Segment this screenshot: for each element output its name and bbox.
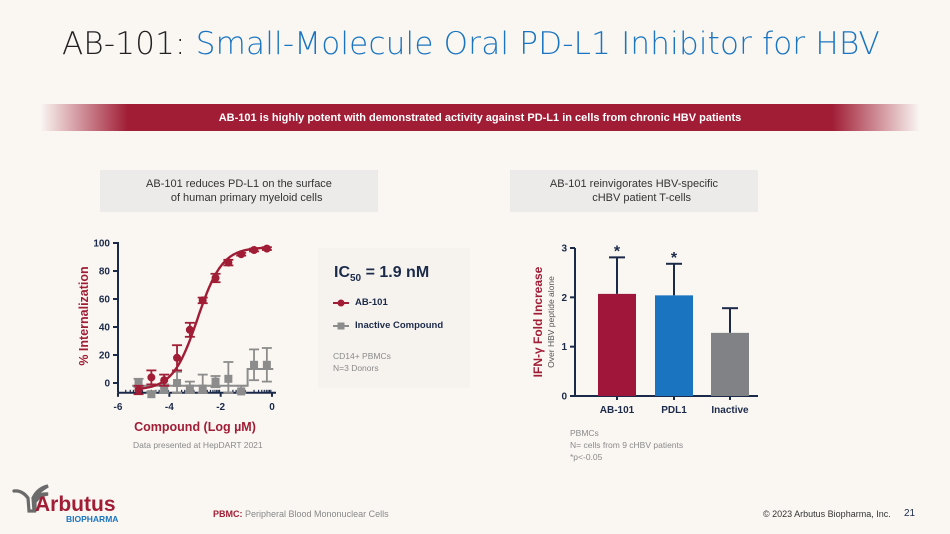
right-panel-heading-text: AB-101 reinvigorates HBV-specific cHBV p… (549, 178, 719, 204)
inactive-point (250, 360, 259, 369)
bar-pdl1 (655, 295, 693, 396)
inactive-point (198, 384, 207, 393)
title-accent: Small-Molecule Oral PD-L1 Inhibitor for … (185, 26, 880, 62)
ab101-point (250, 246, 259, 254)
ab101-point (224, 258, 233, 267)
ab101-point (173, 353, 182, 362)
y-tick-label: 1 (561, 342, 567, 353)
inactive-point (160, 384, 169, 393)
logo-wordmark: Arbutus (35, 493, 116, 516)
bar-inactive (711, 332, 749, 396)
legend-label-ab101: AB-101 (355, 297, 388, 308)
y-axis-label: % Internalization (77, 266, 91, 365)
ifn-gamma-bar-chart: 0 1 2 3 AB-101 * PDL1 * Inactive IFN-γ Fold Incre… (531, 243, 758, 416)
y-axis-sublabel: Over HBV peptide alone (546, 276, 556, 368)
y-tick-label: 80 (99, 267, 111, 278)
ab101-point (147, 373, 156, 382)
inactive-point (147, 390, 156, 399)
ab101-point (237, 250, 246, 259)
y-tick-label: 0 (104, 379, 110, 390)
footnote-text: Peripheral Blood Mononuclear Cells (242, 509, 389, 519)
ab101-point (262, 244, 271, 253)
circle-marker-icon (333, 299, 349, 306)
left-note: CD14+ PBMCs N=3 Donors (333, 351, 391, 373)
legend-item-inactive: Inactive Compound (333, 320, 443, 331)
ic50-number: = 1.9 nM (361, 264, 430, 281)
x-tick-label: 0 (269, 402, 275, 413)
y-tick-label: 100 (93, 239, 110, 250)
internalization-chart: 0 20 40 60 80 100 -6 -4 -2 0 Compound (Log µM) % In… (77, 239, 276, 434)
inactive-point (262, 360, 271, 369)
slide-title: AB-101: Small-Molecule Oral PD-L1 Inhibi… (62, 26, 880, 62)
x-tick-label: PDL1 (661, 405, 687, 416)
x-tick-label: -2 (216, 402, 225, 413)
title-prefix: AB-101: (62, 26, 186, 62)
tree-icon (12, 484, 49, 513)
y-axis-label: IFN-γ Fold Increase (531, 266, 545, 377)
ab101-point (185, 325, 194, 334)
x-axis-label: Compound (Log µM) (134, 420, 256, 434)
bar-ab-101 (598, 293, 636, 396)
ab101-fit-curve (137, 246, 269, 391)
y-tick-label: 2 (561, 293, 567, 304)
x-tick-label: Inactive (711, 405, 749, 416)
inactive-point (173, 379, 182, 387)
legend-label-inactive: Inactive Compound (355, 320, 444, 331)
page-number: 21 (904, 508, 916, 519)
logo-subtitle: BIOPHARMA (66, 514, 118, 524)
inactive-point (237, 387, 246, 396)
key-message-banner: AB-101 is highly potent with demonstrate… (40, 104, 920, 131)
ic50-subscript: 50 (350, 273, 362, 285)
copyright: © 2023 Arbutus Biopharma, Inc. (763, 509, 891, 519)
significance-marker: * (671, 250, 678, 267)
legend-item-ab101: AB-101 (333, 297, 388, 308)
x-tick-label: -4 (165, 402, 174, 413)
y-tick-label: 0 (561, 392, 567, 403)
footnote-label: PBMC: (213, 509, 243, 519)
y-tick-label: 60 (99, 295, 111, 306)
ic50-label: IC (334, 264, 350, 281)
y-tick-label: 20 (99, 351, 111, 362)
inactive-point (224, 374, 233, 383)
ab101-point (134, 386, 143, 394)
inactive-point (185, 384, 194, 393)
left-panel-heading-text: AB-101 reduces PD-L1 on the surface of h… (146, 178, 332, 204)
banner-text: AB-101 is highly potent with demonstrate… (218, 111, 742, 124)
right-note: PBMCs N= cells from 9 cHBV patients *p<-… (570, 428, 684, 462)
y-tick-label: 3 (561, 244, 567, 255)
left-panel-heading: AB-101 reduces PD-L1 on the surface of h… (100, 170, 378, 212)
ab101-point (160, 376, 169, 385)
ab101-point (198, 296, 207, 305)
inactive-point (134, 379, 143, 387)
ic50-value: IC50 = 1.9 nM (334, 264, 429, 284)
arbutus-logo: Arbutus BIOPHARMA (12, 484, 118, 524)
x-tick-label: -6 (114, 402, 123, 413)
square-marker-icon (333, 322, 349, 329)
footnote: PBMC: Peripheral Blood Mononuclear Cells (213, 509, 389, 519)
significance-marker: * (614, 243, 621, 260)
data-source: Data presented at HepDART 2021 (133, 440, 263, 450)
ab101-point (211, 274, 220, 282)
inactive-point (211, 377, 220, 386)
right-panel-heading: AB-101 reinvigorates HBV-specific cHBV p… (510, 170, 758, 212)
x-tick-label: AB-101 (600, 405, 635, 416)
legend-card (318, 248, 470, 388)
y-tick-label: 40 (99, 323, 111, 334)
inactive-fit-line (132, 368, 274, 387)
